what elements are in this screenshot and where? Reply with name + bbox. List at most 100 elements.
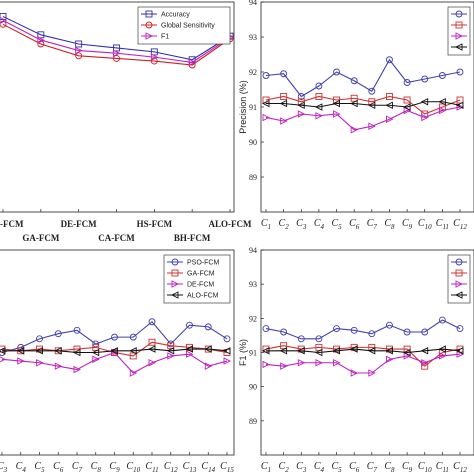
data-point	[386, 321, 393, 329]
data-point	[54, 330, 62, 338]
x-tick-label: C11	[436, 218, 449, 231]
data-point	[315, 82, 323, 90]
series-line-2	[265, 353, 461, 374]
data-point	[280, 70, 288, 78]
data-point	[350, 77, 358, 85]
data-point	[386, 355, 394, 364]
data-point	[261, 99, 270, 108]
x-tick-label: C1	[261, 461, 271, 474]
data-point	[0, 12, 7, 20]
data-point	[0, 356, 7, 363]
series-line-0	[1, 320, 228, 354]
data-point	[262, 72, 270, 79]
legend-box	[447, 6, 471, 56]
data-point	[91, 348, 100, 357]
legend-marker	[170, 291, 179, 299]
x-tick-label: C8	[384, 218, 395, 231]
series-line-1	[2, 23, 231, 66]
x-tick-label: C10	[126, 461, 140, 474]
data-point	[0, 347, 6, 355]
legend-marker	[171, 269, 179, 277]
data-point	[222, 347, 231, 355]
y-tick-label: 91	[249, 349, 257, 358]
data-point	[314, 348, 323, 357]
x-tick-label: HS-FCM	[137, 219, 173, 229]
x-tick-label: DE-FCM	[61, 219, 97, 229]
data-point	[204, 362, 213, 370]
data-point	[456, 103, 465, 111]
data-point	[262, 325, 270, 333]
y-tick-label: 90	[249, 383, 257, 392]
data-point	[333, 325, 340, 333]
panel-top-right: 89 90 91 92 93 94 Precision (%) C1 C2 C3 C4 C5 C6 C7 C…	[238, 0, 474, 231]
data-point	[37, 31, 45, 39]
x-tick-label: C7	[72, 461, 83, 474]
data-point	[332, 99, 340, 108]
x-tick-label: C8	[384, 461, 395, 474]
x-tick-label: ALO-FCM	[209, 219, 252, 229]
data-point	[297, 101, 305, 109]
data-point	[73, 365, 82, 374]
data-point	[147, 345, 156, 353]
legend-box	[447, 254, 471, 304]
data-point	[350, 345, 358, 353]
data-point	[420, 98, 429, 106]
data-point	[16, 347, 25, 355]
data-point	[350, 326, 358, 334]
x-tick-label: C8	[91, 461, 102, 474]
x-tick-label: C11	[436, 461, 449, 474]
data-point	[314, 103, 323, 111]
data-point	[223, 357, 232, 365]
data-point	[17, 357, 25, 365]
data-point	[350, 126, 359, 134]
legend-marker	[455, 258, 463, 266]
data-point	[279, 347, 288, 355]
data-point	[368, 87, 376, 95]
data-point	[185, 345, 193, 353]
data-point	[438, 72, 446, 79]
data-point	[386, 115, 394, 123]
data-point	[385, 347, 393, 355]
data-point	[385, 101, 393, 109]
x-tick-label: C4	[314, 461, 325, 474]
legend-label: GA-FCM	[187, 271, 215, 278]
data-point	[315, 112, 323, 120]
data-point	[72, 348, 81, 357]
data-point	[403, 96, 411, 104]
data-point	[166, 347, 175, 355]
x-tick-label: C4	[314, 218, 325, 231]
x-tick-label: C10	[418, 218, 432, 231]
x-tick-label: C3	[296, 461, 307, 474]
x-tick-label: C15	[220, 461, 234, 474]
x-tick-label: C10	[418, 461, 432, 474]
data-point	[167, 342, 175, 350]
data-point	[403, 79, 411, 86]
x-tick-label: CA-FCM	[98, 233, 135, 243]
legend-marker	[171, 258, 179, 266]
data-point	[350, 99, 358, 108]
data-point	[315, 93, 323, 100]
data-point	[280, 117, 288, 125]
data-point	[167, 352, 175, 360]
data-point	[421, 359, 429, 367]
x-tick-label: C9	[402, 218, 413, 231]
data-point	[75, 40, 83, 48]
data-point	[92, 355, 100, 364]
data-point	[455, 347, 464, 355]
data-point	[54, 347, 62, 355]
legend-marker	[454, 291, 463, 299]
data-point	[54, 362, 63, 370]
legend-marker	[454, 43, 463, 51]
data-point	[0, 16, 8, 24]
data-point	[113, 44, 120, 52]
legend-label: Global Sensitivity	[161, 23, 215, 30]
data-point	[35, 347, 43, 355]
x-tick-label: C12	[164, 461, 178, 474]
series-layer	[0, 318, 232, 377]
data-point	[129, 333, 137, 341]
data-point	[280, 362, 288, 370]
data-point	[262, 113, 271, 122]
x-tick-label: C6	[349, 461, 360, 474]
data-point	[261, 347, 270, 355]
data-point	[37, 36, 45, 44]
